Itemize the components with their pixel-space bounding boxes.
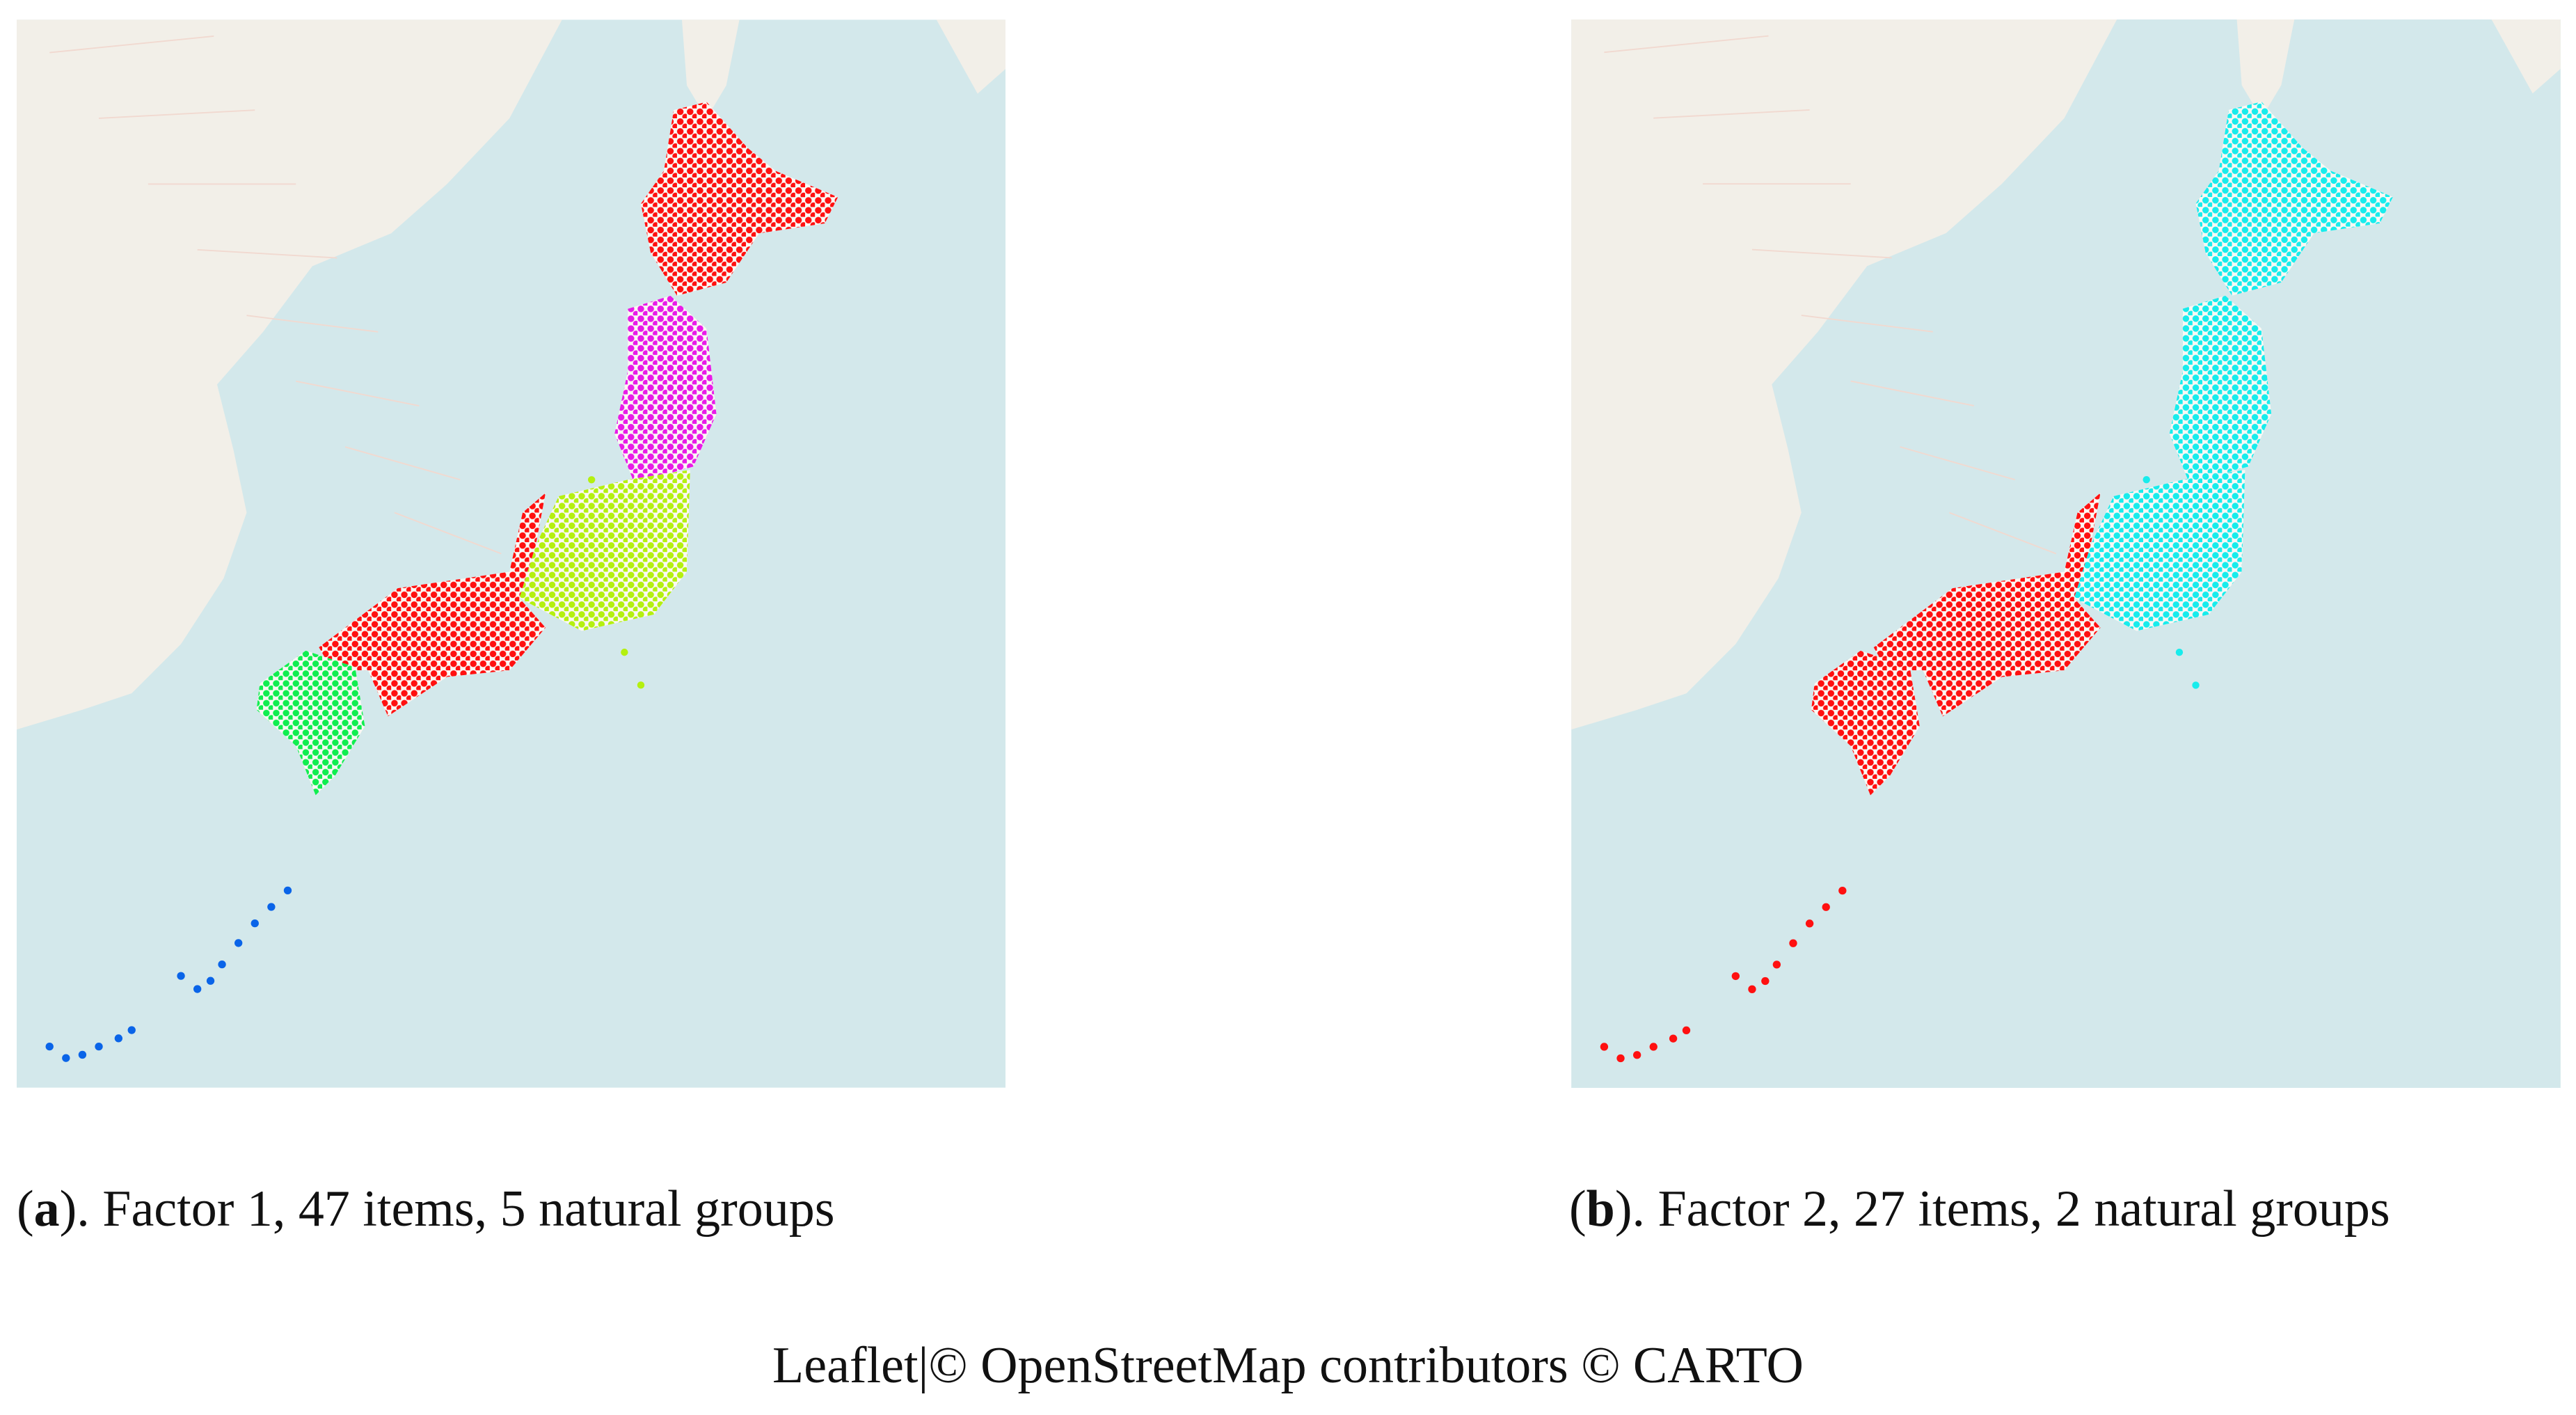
- points-hokkaido: [640, 102, 838, 296]
- island-point: [1632, 1051, 1641, 1059]
- points-hokkaido: [2195, 102, 2393, 296]
- island-point: [1748, 985, 1756, 993]
- sakhalin: [2236, 19, 2295, 118]
- road: [1948, 512, 2057, 555]
- mainland: [17, 19, 562, 730]
- road: [98, 109, 255, 119]
- road: [296, 380, 420, 406]
- points-chubu: [519, 470, 690, 631]
- island-point: [177, 972, 185, 980]
- road: [1653, 109, 1810, 119]
- kamchatka-tip: [2491, 19, 2561, 94]
- island-point: [78, 1050, 87, 1059]
- points-chubu: [2074, 470, 2245, 631]
- caption-open: (: [17, 1180, 34, 1238]
- caption-a: (a). Factor 1, 47 items, 5 natural group…: [17, 1183, 835, 1235]
- road: [1604, 35, 1769, 54]
- points-tohoku: [614, 295, 717, 483]
- island-point: [1600, 1043, 1609, 1051]
- road: [246, 315, 379, 333]
- island-point: [1616, 1054, 1625, 1063]
- caption-b: (b). Factor 2, 27 items, 2 natural group…: [1569, 1183, 2390, 1235]
- caption-text: ). Factor 1, 47 items, 5 natural groups: [59, 1180, 835, 1238]
- road: [1801, 315, 1933, 333]
- caption-label: b: [1586, 1180, 1615, 1238]
- island-point: [95, 1042, 103, 1051]
- island-point: [127, 1026, 136, 1034]
- island-point: [45, 1042, 54, 1051]
- island-point: [1838, 886, 1847, 895]
- road: [197, 248, 337, 259]
- island-point: [251, 919, 259, 928]
- road: [1751, 248, 1892, 259]
- map-b: [1571, 19, 2561, 1088]
- island-point: [193, 985, 202, 993]
- island-point: [621, 648, 628, 656]
- island-point: [1761, 977, 1770, 986]
- island-point: [1772, 961, 1781, 969]
- island-point: [587, 476, 596, 484]
- points-kyushu: [256, 650, 365, 796]
- island-point: [206, 977, 215, 985]
- road: [1850, 380, 1974, 406]
- island-point: [1822, 903, 1830, 911]
- island-point: [1789, 939, 1797, 947]
- caption-label: a: [33, 1180, 60, 1238]
- island-point: [637, 681, 645, 689]
- road: [394, 512, 502, 555]
- points-kinki: [319, 493, 546, 717]
- island-point: [62, 1054, 70, 1062]
- kamchatka-tip: [936, 19, 1005, 94]
- sakhalin: [681, 19, 740, 118]
- island-point: [1669, 1034, 1678, 1043]
- road: [344, 446, 461, 481]
- points-kinki: [1873, 493, 2101, 717]
- island-point: [1649, 1043, 1657, 1051]
- island-point: [1682, 1026, 1691, 1035]
- mainland: [1571, 19, 2117, 730]
- points-tohoku: [2169, 295, 2272, 483]
- caption-open: (: [1569, 1180, 1587, 1238]
- attribution: Leaflet|© OpenStreetMap contributors © C…: [772, 1337, 1804, 1394]
- caption-text: ). Factor 2, 27 items, 2 natural groups: [1614, 1180, 2390, 1238]
- island-point: [2175, 648, 2184, 656]
- road: [49, 35, 214, 54]
- island-point: [1731, 972, 1740, 981]
- map-a: [17, 19, 1005, 1088]
- island-point: [114, 1034, 123, 1043]
- points-kyushu: [1811, 650, 1920, 796]
- island-point: [2192, 681, 2200, 689]
- island-point: [218, 960, 226, 969]
- island-point: [2142, 476, 2150, 484]
- island-point: [1805, 919, 1814, 928]
- island-point: [234, 939, 243, 947]
- road: [1900, 446, 2016, 481]
- island-point: [267, 903, 276, 911]
- island-point: [283, 886, 292, 895]
